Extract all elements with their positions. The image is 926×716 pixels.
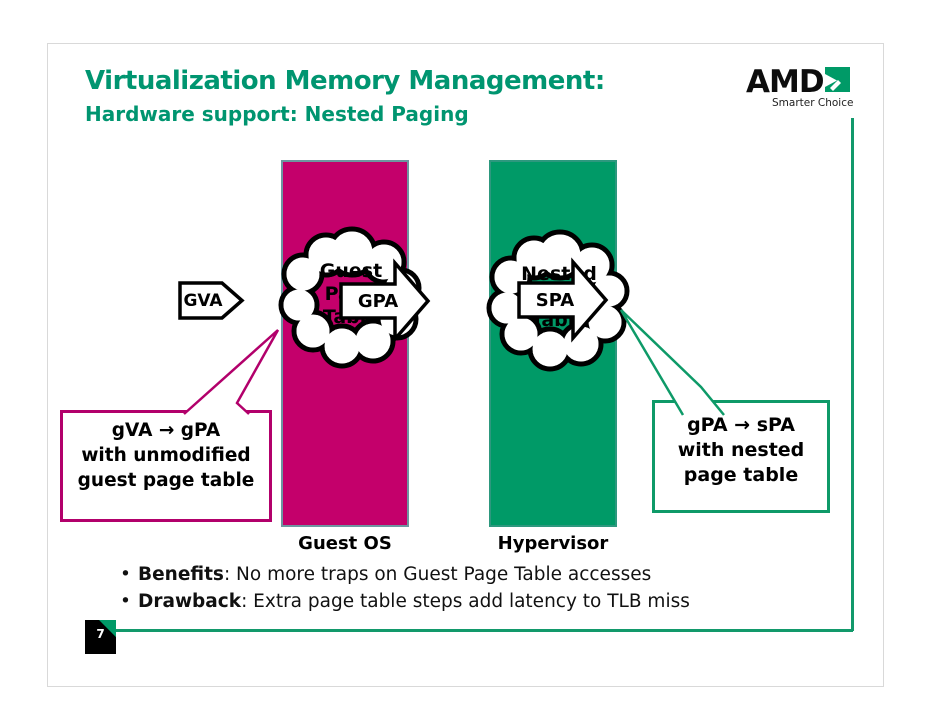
amd-logo: AMD Smarter Choice bbox=[746, 62, 866, 110]
footer-connector-line-vertical bbox=[851, 118, 854, 631]
page-number-badge: 7 bbox=[85, 620, 116, 654]
bullet-benefits: • Benefits: No more traps on Guest Page T… bbox=[120, 562, 800, 589]
hypervisor-caption: Hypervisor bbox=[497, 533, 609, 554]
gpa-label: GPA bbox=[357, 290, 399, 312]
hypervisor-bar bbox=[489, 160, 617, 527]
slide-title: Virtualization Memory Management: bbox=[85, 66, 605, 96]
left-callout-text: gVA → gPA with unmodified guest page tab… bbox=[77, 420, 255, 491]
amd-tagline: Smarter Choice bbox=[772, 97, 854, 109]
footer-connector-line-horizontal bbox=[116, 629, 853, 632]
bullet-drawback: • Drawback: Extra page table steps add la… bbox=[120, 589, 800, 616]
spa-label: SPA bbox=[535, 289, 575, 311]
gva-label: GVA bbox=[183, 290, 223, 311]
slide-subtitle: Hardware support: Nested Paging bbox=[85, 102, 469, 126]
guest-os-caption: Guest OS bbox=[298, 533, 392, 554]
guest-os-bar bbox=[281, 160, 409, 527]
page-number: 7 bbox=[96, 627, 105, 641]
right-callout-text: gPA → sPA with nested page table bbox=[677, 414, 805, 486]
bullet-dot-icon: • bbox=[120, 564, 131, 585]
bullet-list: • Benefits: No more traps on Guest Page T… bbox=[120, 562, 800, 615]
bullet-dot-icon: • bbox=[120, 590, 131, 612]
amd-arrow-logo-icon bbox=[825, 67, 850, 92]
amd-logo-wordmark: AMD bbox=[746, 64, 825, 100]
